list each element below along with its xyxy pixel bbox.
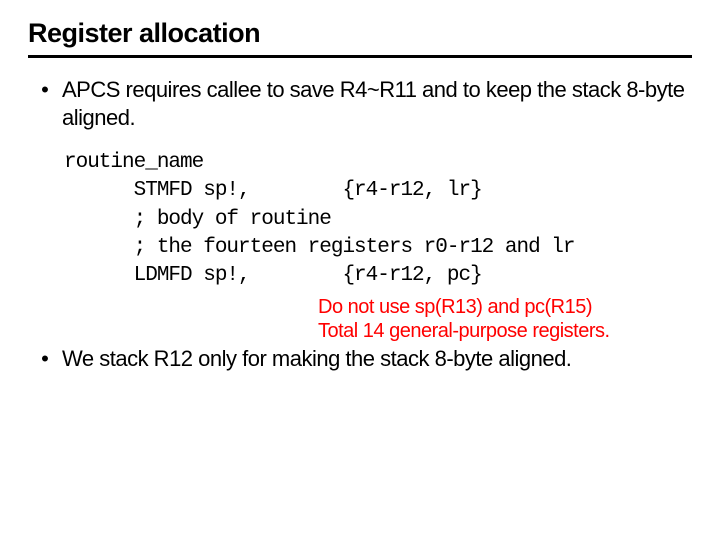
bullet-list: • We stack R12 only for making the stack… xyxy=(28,345,692,373)
bullet-dot-icon: • xyxy=(28,345,62,373)
bullet-text: We stack R12 only for making the stack 8… xyxy=(62,345,571,373)
red-note: Do not use sp(R13) and pc(R15) Total 14 … xyxy=(318,295,692,343)
list-item: • We stack R12 only for making the stack… xyxy=(28,345,692,373)
bullet-dot-icon: • xyxy=(28,76,62,104)
list-item: • APCS requires callee to save R4~R11 an… xyxy=(28,76,692,131)
bullet-text: APCS requires callee to save R4~R11 and … xyxy=(62,76,692,131)
code-block: routine_name STMFD sp!, {r4-r12, lr} ; b… xyxy=(64,149,692,291)
title-underline xyxy=(28,55,692,58)
bullet-list: • APCS requires callee to save R4~R11 an… xyxy=(28,76,692,131)
slide-title: Register allocation xyxy=(28,18,692,49)
